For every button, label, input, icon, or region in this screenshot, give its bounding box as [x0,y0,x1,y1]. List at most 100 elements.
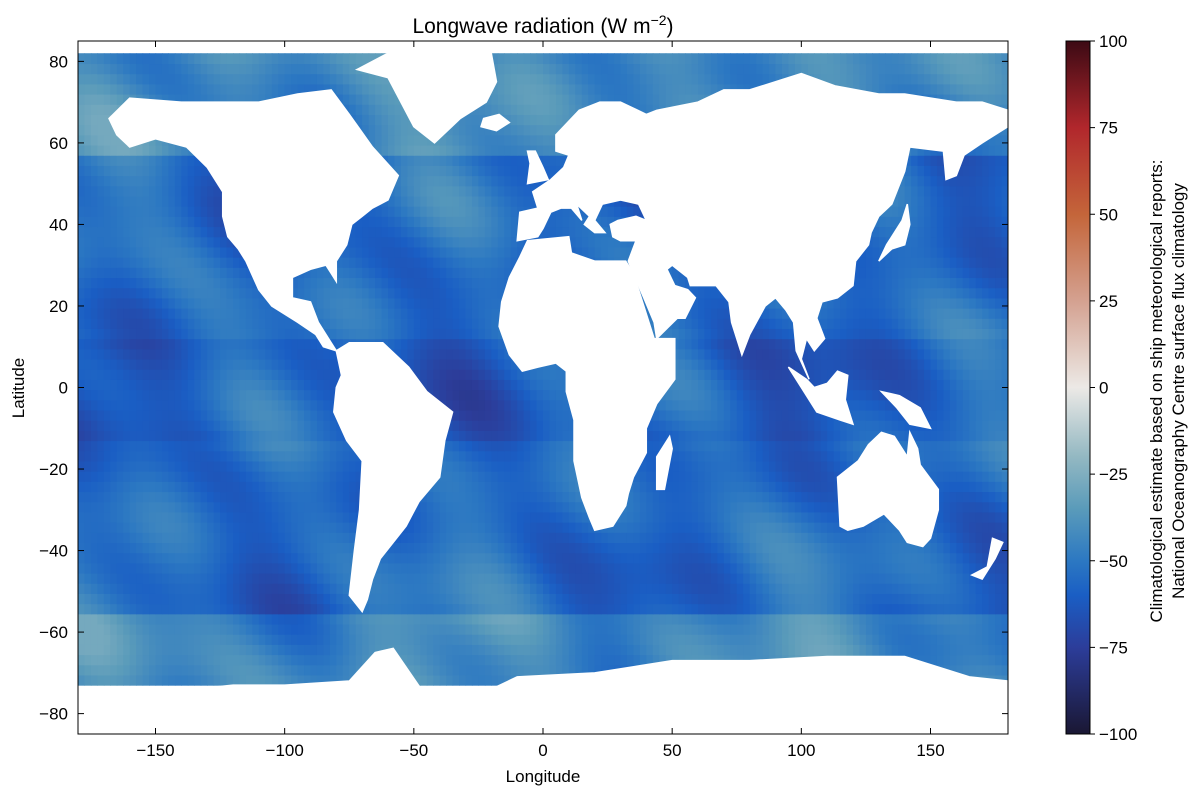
ocean-cell [568,460,576,472]
ocean-cell [187,348,195,360]
ocean-cell [433,654,441,666]
ocean-cell [420,542,428,554]
ocean-cell [749,471,757,482]
ocean-cell [426,511,434,523]
ocean-cell [284,613,292,625]
ocean-cell [239,328,247,340]
ocean-cell [278,674,286,686]
ocean-cell [781,389,790,401]
ocean-cell [530,603,538,615]
ocean-cell [788,491,796,503]
ocean-cell [239,379,247,391]
ocean-cell [710,348,718,360]
ocean-cell [943,369,951,380]
ocean-cell [549,450,557,462]
ocean-cell [103,338,111,350]
ocean-cell [342,450,350,462]
ocean-cell [329,460,337,472]
ocean-cell [685,562,693,574]
ocean-cell [523,623,531,635]
ocean-cell [614,522,622,533]
ocean-cell [103,471,111,482]
ocean-cell [672,440,680,452]
ocean-cell [859,613,867,625]
ocean-cell [853,542,861,554]
ocean-cell [840,338,848,350]
ocean-cell [743,511,751,523]
ocean-cell [200,491,208,503]
ocean-cell [233,409,241,421]
ocean-cell [465,664,473,676]
ocean-cell [568,634,576,645]
ocean-cell [504,358,512,370]
ocean-cell [110,420,118,431]
ocean-cell [962,420,970,431]
ocean-cell [129,471,137,482]
ocean-cell [691,501,699,513]
ocean-cell [459,399,467,411]
ocean-cell [788,511,796,523]
ocean-cell [956,491,964,503]
ocean-cell [833,613,841,625]
ocean-cell [136,440,144,452]
ocean-cell [781,491,790,503]
ocean-cell [284,664,292,676]
ocean-cell [723,409,731,421]
ocean-cell [691,562,699,574]
ocean-cell [865,562,873,574]
ocean-cell [161,562,170,574]
ocean-cell [659,399,667,411]
ocean-cell [78,481,86,493]
ocean-cell [885,583,893,594]
ocean-cell [252,654,260,666]
ocean-cell [859,623,867,635]
ocean-cell [297,623,305,635]
ocean-cell [400,644,408,656]
ocean-cell [452,430,460,442]
ocean-cell [297,338,305,350]
ocean-cell [110,623,118,635]
ocean-cell [633,613,641,625]
ocean-cell [271,542,279,554]
ocean-cell [975,644,983,656]
ocean-cell [187,369,195,380]
ocean-cell [820,430,828,442]
ocean-cell [446,501,454,513]
ocean-cell [129,379,137,391]
ocean-cell [220,409,228,421]
ocean-cell [891,644,899,656]
ocean-cell [168,338,176,350]
ocean-cell [426,338,434,350]
ocean-cell [943,552,951,564]
ocean-cell [491,409,499,421]
ocean-cell [962,348,970,360]
ocean-cell [465,369,473,380]
ocean-cell [200,399,208,411]
ocean-cell [426,644,434,656]
ocean-cell [129,460,137,472]
ocean-cell [962,471,970,482]
ocean-cell [691,634,699,645]
ocean-cell [885,623,893,635]
ocean-cell [827,522,835,533]
ocean-cell [187,399,195,411]
ocean-cell [523,583,531,594]
ocean-cell [400,593,408,605]
ocean-cell [84,450,92,462]
ocean-cell [491,491,499,503]
ocean-cell [517,583,525,594]
ocean-cell [316,440,325,452]
ocean-cell [949,481,957,493]
ocean-cell [149,654,157,666]
ocean-cell [723,338,731,350]
ocean-cell [646,572,654,584]
ocean-cell [969,430,977,442]
ocean-cell [504,593,512,605]
ocean-cell [704,389,712,401]
ocean-cell [200,328,208,340]
ocean-cell [691,430,699,442]
ocean-cell [962,369,970,380]
ocean-cell [233,420,241,431]
ocean-cell [710,542,718,554]
ocean-cell [174,623,182,635]
